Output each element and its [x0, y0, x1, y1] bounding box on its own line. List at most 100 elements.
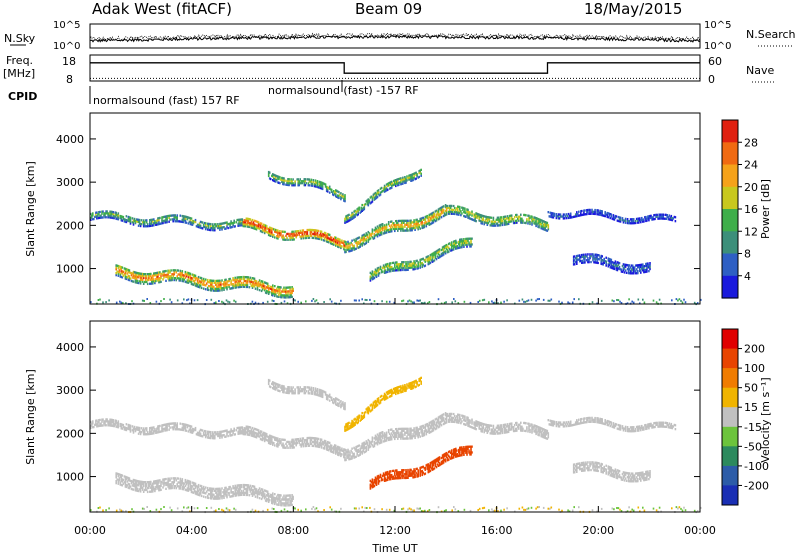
velocity-cell — [426, 424, 429, 428]
power-cell — [402, 227, 404, 230]
power-cell — [246, 225, 249, 228]
power-cell — [290, 293, 292, 297]
power-cell — [184, 270, 187, 274]
velocity-cell — [145, 427, 148, 430]
power-cell — [512, 219, 515, 223]
power-cell — [430, 259, 433, 262]
velocity-cell — [467, 422, 469, 425]
power-cell — [171, 214, 173, 217]
velocity-cell — [480, 422, 482, 425]
power-cell — [410, 221, 412, 224]
velocity-cell — [318, 445, 321, 449]
velocity-cell — [292, 444, 294, 447]
power-cell — [223, 284, 225, 288]
nave-label: Nave — [746, 64, 774, 77]
power-cell — [596, 255, 598, 259]
power-cell — [659, 217, 661, 220]
velocity-cell — [207, 436, 210, 439]
power-cell — [342, 193, 344, 196]
power-cell — [518, 215, 520, 218]
power-cell — [308, 184, 311, 187]
power-cell — [290, 236, 292, 239]
power-cell — [402, 266, 404, 270]
power-cell — [656, 215, 658, 218]
power-cell — [616, 269, 619, 272]
power-cell — [207, 228, 210, 231]
power-cell — [200, 286, 203, 290]
colorbar-tick-label: 20 — [744, 181, 758, 194]
velocity-cell — [142, 427, 145, 430]
power-cell — [433, 218, 436, 221]
power-cell — [398, 227, 400, 230]
power-cell — [132, 272, 135, 275]
power-cell — [591, 301, 594, 304]
power-cell — [202, 223, 205, 226]
velocity-cell — [163, 427, 165, 430]
power-cell — [404, 177, 406, 181]
velocity-cell — [357, 450, 359, 453]
power-cell — [266, 300, 269, 303]
power-cell — [376, 267, 379, 270]
power-cell — [471, 218, 473, 221]
power-cell — [329, 236, 332, 239]
power-cell — [182, 215, 185, 218]
power-cell — [170, 275, 172, 278]
velocity-cell — [230, 428, 232, 431]
power-cell — [384, 227, 387, 230]
power-cell — [512, 221, 515, 225]
power-cell — [166, 221, 168, 224]
power-cell — [329, 188, 332, 191]
power-cell — [569, 214, 572, 217]
velocity-cell — [179, 428, 182, 431]
power-cell — [454, 300, 457, 303]
velocity-cell — [270, 438, 272, 442]
velocity-cell — [272, 435, 274, 439]
power-cell — [123, 218, 126, 221]
power-cell — [534, 220, 536, 223]
power-cell — [165, 221, 167, 224]
power-cell — [251, 280, 254, 284]
power-cell — [139, 272, 142, 275]
velocity-cell — [373, 437, 376, 440]
power-cell — [395, 227, 397, 230]
velocity-cell — [206, 430, 209, 433]
power-cell — [144, 280, 147, 284]
power-cell — [440, 248, 443, 252]
velocity-cell — [353, 446, 355, 449]
power-cell — [337, 196, 339, 199]
power-cell — [362, 241, 365, 245]
power-cell — [465, 211, 467, 215]
velocity-cell — [215, 433, 217, 436]
power-cell — [314, 231, 317, 234]
velocity-cell — [324, 443, 327, 447]
power-cell — [408, 174, 410, 177]
power-cell — [288, 296, 290, 299]
velocity-cell — [138, 430, 141, 434]
power-cell — [232, 284, 234, 288]
velocity-cell — [336, 447, 338, 450]
velocity-cell — [390, 432, 393, 435]
power-cell — [412, 221, 414, 224]
velocity-cell — [116, 423, 118, 427]
velocity-cell — [476, 422, 478, 425]
power-cell — [378, 224, 381, 227]
power-cell — [239, 278, 242, 281]
velocity-cell — [480, 424, 482, 427]
power-cell — [146, 225, 149, 228]
power-cell — [354, 213, 356, 216]
velocity-cell — [237, 430, 239, 433]
velocity-cell — [137, 426, 140, 429]
velocity-cell — [254, 431, 257, 435]
velocity-cell — [429, 431, 432, 434]
velocity-cell — [348, 454, 350, 457]
velocity-cell — [500, 430, 503, 433]
power-cell — [421, 226, 423, 230]
power-cell — [119, 300, 121, 303]
velocity-cell — [344, 459, 346, 462]
power-cell — [468, 243, 470, 246]
power-cell — [422, 226, 424, 229]
velocity-cell — [242, 429, 245, 432]
power-cell — [271, 291, 273, 295]
power-cell — [466, 214, 468, 217]
velocity-cell — [100, 424, 102, 427]
